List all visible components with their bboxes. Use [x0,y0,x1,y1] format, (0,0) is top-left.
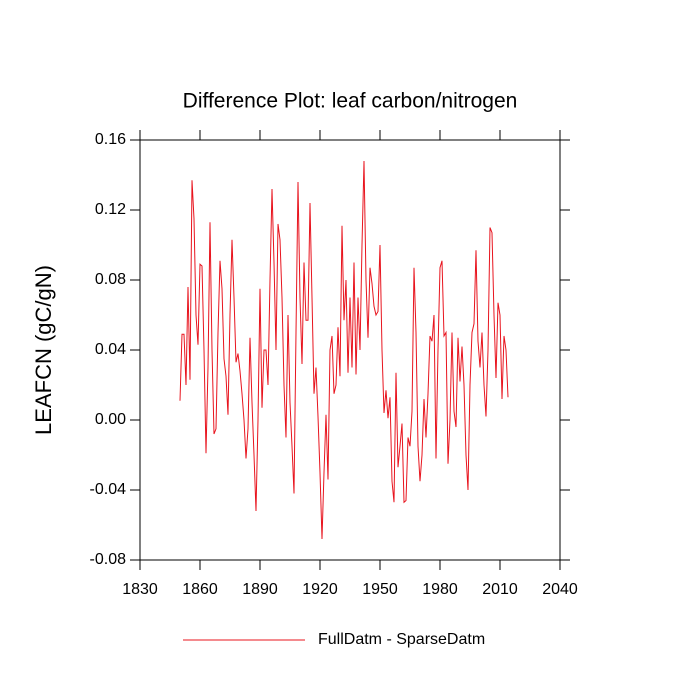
x-tick-label: 1830 [122,581,158,598]
x-tick-label: 1950 [362,581,398,598]
x-tick-label: 2010 [482,581,518,598]
x-tick-label: 1860 [182,581,218,598]
x-tick-label: 1890 [242,581,278,598]
y-tick-label: 0.04 [95,341,126,358]
y-axis-label: LEAFCN (gC/gN) [31,265,56,435]
x-tick-label: 1980 [422,581,458,598]
y-tick-label: 0.12 [95,201,126,218]
y-tick-label: -0.04 [90,481,127,498]
y-tick-label: 0.08 [95,271,126,288]
y-tick-label: 0.16 [95,131,126,148]
y-tick-label: -0.08 [90,551,127,568]
y-tick-label: 0.00 [95,411,126,428]
data-line [179,160,509,540]
chart-title: Difference Plot: leaf carbon/nitrogen [183,90,518,113]
x-tick-label: 2040 [542,581,578,598]
legend-label: FullDatm - SparseDatm [318,631,485,648]
x-tick-label: 1920 [302,581,338,598]
